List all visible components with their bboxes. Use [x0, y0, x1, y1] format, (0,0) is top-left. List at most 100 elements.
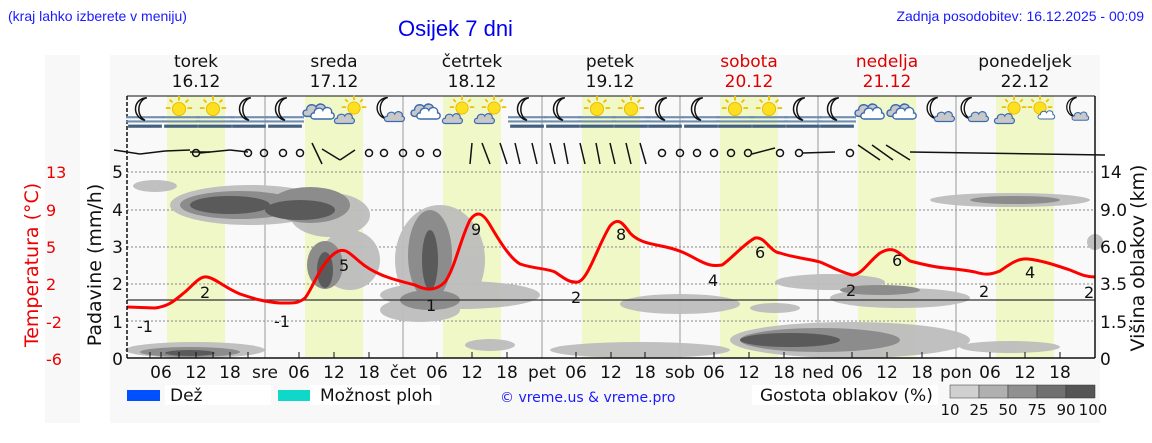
svg-text:sre: sre	[252, 363, 278, 383]
svg-text:18: 18	[911, 363, 933, 383]
last-update-text: Zadnja posodobitev: 16.12.2025 - 00:09	[896, 8, 1144, 24]
svg-text:4: 4	[1025, 263, 1035, 282]
svg-text:18: 18	[358, 363, 380, 383]
x-ticks	[149, 352, 1061, 358]
svg-text:12: 12	[185, 363, 207, 383]
day-name: petek	[585, 52, 635, 72]
day-name: četrtek	[441, 52, 503, 72]
svg-text:12: 12	[738, 363, 760, 383]
svg-text:12: 12	[876, 363, 898, 383]
precip-axis-title: Padavine (mm/h)	[84, 184, 106, 347]
svg-text:12: 12	[600, 363, 622, 383]
svg-text:0: 0	[1100, 350, 1111, 370]
temperature-axis: 13 9 5 2 -2 -6	[46, 163, 66, 369]
location-hint-link[interactable]: (kraj lahko izberete v meniju)	[8, 8, 187, 24]
day-headers: torek 16.12 sreda 17.12 četrtek 18.12 petek…	[127, 52, 1095, 94]
day-name: sobota	[720, 52, 778, 72]
svg-text:14: 14	[1100, 163, 1122, 183]
svg-text:06: 06	[979, 363, 1001, 383]
svg-text:10: 10	[940, 401, 959, 419]
svg-text:18: 18	[773, 363, 795, 383]
cloud-density-scale	[949, 384, 1096, 399]
wind-barbs-row	[113, 142, 1106, 165]
day-header-4: sobota 20.12	[684, 52, 814, 92]
day-header-1: sreda 17.12	[269, 52, 399, 92]
svg-text:100: 100	[1079, 401, 1108, 419]
svg-text:18: 18	[496, 363, 518, 383]
rain-swatch	[127, 390, 160, 401]
temperature-axis-title: Temperatura (°C)	[21, 183, 43, 348]
page-title: Osijek 7 dni	[398, 16, 513, 41]
svg-text:8: 8	[616, 225, 626, 244]
day-date: 20.12	[724, 72, 774, 92]
svg-text:2: 2	[112, 275, 123, 295]
copyright-link: © vreme.us & vreme.pro	[500, 390, 675, 406]
cloud-height-axis-title: Višina oblakov (km)	[1127, 165, 1149, 352]
svg-text:18: 18	[219, 363, 241, 383]
day-date: 22.12	[1000, 72, 1050, 92]
svg-text:-1: -1	[274, 312, 290, 331]
day-date: 17.12	[309, 72, 359, 92]
svg-text:1.5: 1.5	[1100, 313, 1127, 333]
svg-text:06: 06	[288, 363, 310, 383]
day-date: 16.12	[171, 72, 221, 92]
svg-text:12: 12	[323, 363, 345, 383]
x-tick-labels: 06 12 18 sre 06 12 18 čet 06 12 18 pet 06 12 18 …	[150, 363, 1071, 383]
svg-text:5: 5	[112, 163, 123, 183]
svg-text:pon: pon	[940, 363, 972, 383]
day-header-5: nedelja 21.12	[822, 52, 952, 92]
svg-text:6: 6	[892, 251, 902, 270]
svg-text:2: 2	[846, 281, 856, 300]
svg-text:5: 5	[339, 256, 349, 275]
daylight-bands	[167, 96, 1054, 358]
showers-legend-label: Možnost ploh	[320, 386, 433, 406]
svg-text:3: 3	[112, 238, 123, 258]
svg-text:06: 06	[703, 363, 725, 383]
rain-legend-label: Dež	[170, 386, 203, 406]
day-date: 19.12	[585, 72, 635, 92]
svg-text:06: 06	[565, 363, 587, 383]
showers-swatch	[278, 390, 311, 401]
svg-text:-2: -2	[46, 313, 62, 332]
day-name: ponedeljek	[978, 52, 1072, 72]
svg-text:4: 4	[112, 201, 123, 221]
day-header-0: torek 16.12	[131, 52, 261, 92]
svg-text:4: 4	[708, 271, 718, 290]
svg-text:9: 9	[471, 220, 481, 239]
svg-text:-6: -6	[46, 350, 62, 369]
day-name: sreda	[310, 52, 358, 72]
precip-axis: 5 4 3 2 1 0	[112, 163, 123, 370]
day-date: 18.12	[447, 72, 497, 92]
svg-text:0: 0	[112, 350, 123, 370]
svg-text:pet: pet	[528, 363, 556, 383]
svg-text:1: 1	[112, 313, 123, 333]
svg-text:-1: -1	[137, 317, 153, 336]
svg-text:75: 75	[1027, 401, 1046, 419]
svg-text:6.0: 6.0	[1100, 238, 1127, 258]
svg-text:5: 5	[46, 238, 56, 257]
temp-axis-panel	[45, 55, 80, 423]
svg-text:9: 9	[46, 201, 56, 220]
day-name: torek	[174, 52, 218, 72]
svg-text:06: 06	[150, 363, 172, 383]
svg-text:1: 1	[426, 296, 436, 315]
day-name: nedelja	[855, 52, 919, 72]
svg-text:ned: ned	[802, 363, 834, 383]
svg-text:12: 12	[461, 363, 483, 383]
svg-text:2: 2	[979, 282, 989, 301]
svg-text:06: 06	[841, 363, 863, 383]
svg-text:2: 2	[46, 275, 56, 294]
svg-text:9.0: 9.0	[1100, 201, 1127, 221]
svg-text:18: 18	[634, 363, 656, 383]
cloud-height-axis: 14 9.0 6.0 3.5 1.5 0	[1100, 163, 1127, 370]
cloud-density-legend-label: Gostota oblakov (%)	[760, 386, 933, 406]
svg-text:čet: čet	[390, 363, 417, 383]
day-header-6: ponedeljek 22.12	[960, 52, 1090, 92]
svg-text:6: 6	[755, 243, 765, 262]
svg-text:25: 25	[969, 401, 988, 419]
temperature-labels: -1 2 -1 5 1 9 2 8 4 6 2 6 2 4 2	[137, 220, 1094, 336]
day-header-2: četrtek 18.12	[407, 52, 537, 92]
svg-text:3.5: 3.5	[1100, 275, 1127, 295]
svg-text:90: 90	[1056, 401, 1075, 419]
